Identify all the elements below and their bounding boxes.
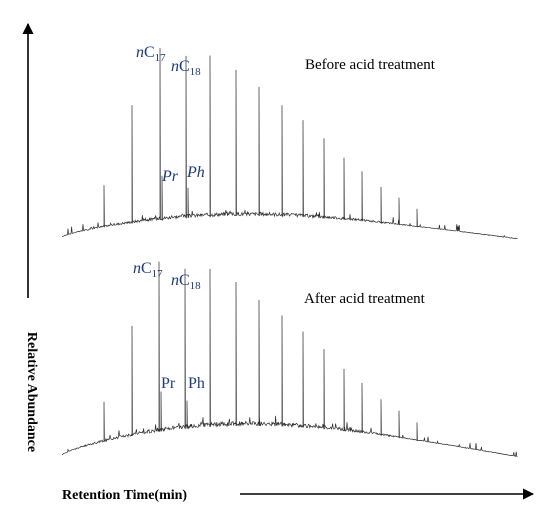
chromatogram-trace-before bbox=[62, 47, 518, 240]
peak-label-nc18-before: nC18 bbox=[171, 58, 201, 78]
peak-label-pr-after: Pr bbox=[161, 375, 176, 392]
peak-label-nc18-after: nC18 bbox=[171, 272, 201, 292]
panel-before-acid-treatment: Before acid treatment nC17 nC18 Pr Ph bbox=[62, 44, 518, 240]
y-axis-label: Relative Abundance bbox=[24, 332, 39, 452]
peak-label-nc17-after: nC17 bbox=[133, 260, 163, 280]
panel-title-after: After acid treatment bbox=[304, 291, 426, 307]
panel-after-acid-treatment: After acid treatment nC17 nC18 Pr Ph bbox=[61, 260, 518, 458]
panel-title-before: Before acid treatment bbox=[305, 57, 436, 73]
peak-label-ph-before: Ph bbox=[186, 164, 205, 181]
peak-label-nc17-before: nC17 bbox=[136, 44, 166, 64]
peak-label-ph-after: Ph bbox=[188, 375, 205, 392]
peak-label-pr-before: Pr bbox=[161, 168, 179, 185]
chromatogram-trace-after bbox=[61, 261, 518, 458]
x-axis-label: Retention Time(min) bbox=[62, 488, 187, 503]
